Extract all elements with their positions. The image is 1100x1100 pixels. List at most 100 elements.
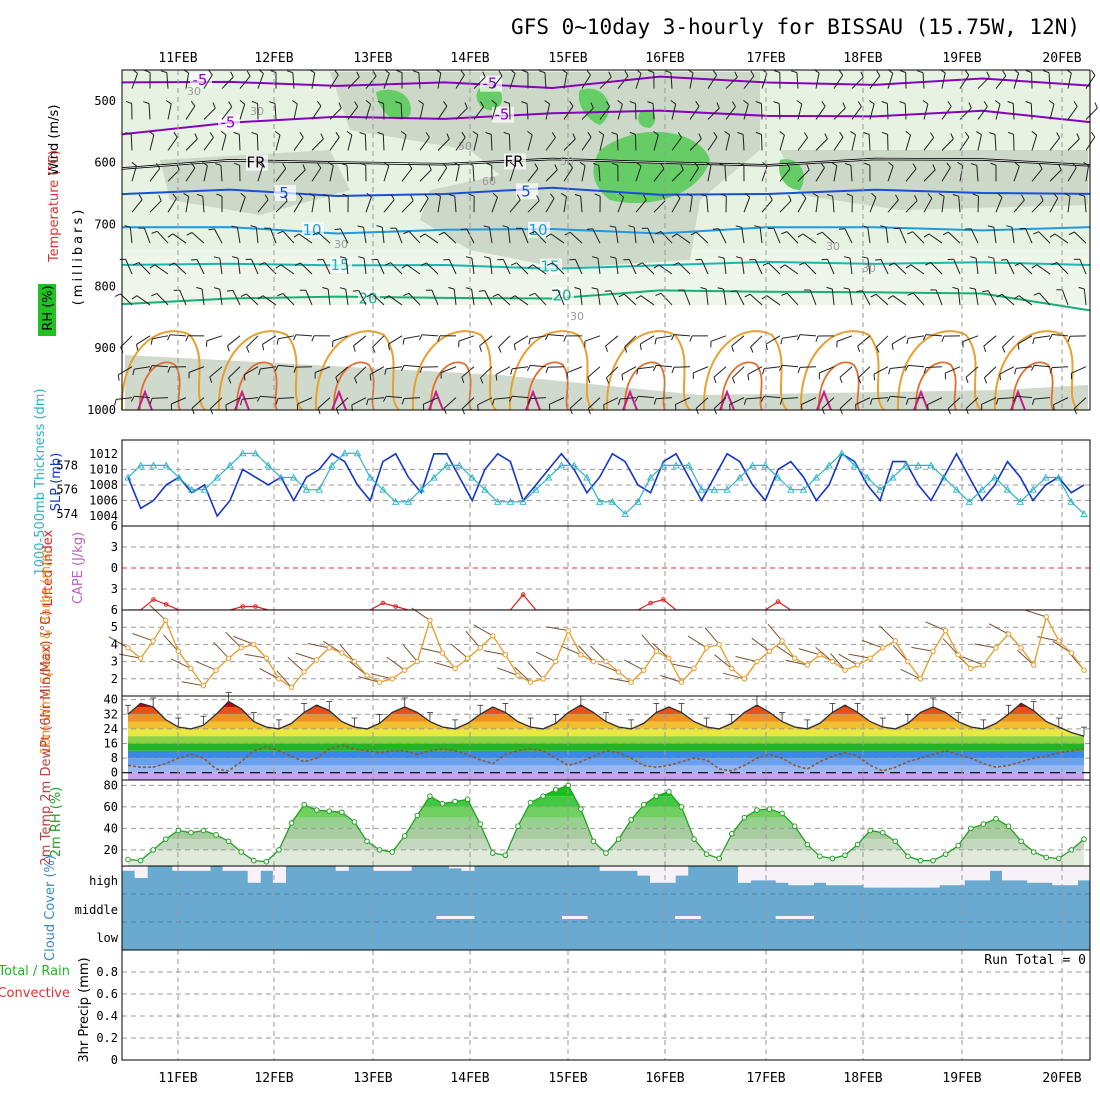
wind-speed-point <box>376 679 383 685</box>
rh-contour-label: 60 <box>482 175 496 188</box>
wind-barb <box>311 196 316 213</box>
wind-barb <box>993 227 997 244</box>
wind-barb-flag <box>479 345 482 352</box>
wind-speed-point <box>729 665 735 672</box>
thickness-marker <box>493 497 502 505</box>
wind-barb <box>925 334 943 337</box>
wind-barb-flag <box>869 100 875 105</box>
wind-barb-flag <box>876 70 881 77</box>
wind-barb-flag <box>275 398 279 405</box>
wind-barb <box>275 168 287 182</box>
date-label-top: 15FEB <box>548 51 587 66</box>
wind-barb-flag <box>899 101 906 104</box>
wind-speed-point <box>163 617 169 624</box>
wind-barb <box>419 198 429 213</box>
wind-barb <box>676 233 691 244</box>
pressure-tick-label: 800 <box>94 279 116 293</box>
wind-barb <box>421 334 439 337</box>
temp-tick-label: 16 <box>104 736 118 750</box>
wind-barb-flag <box>994 100 1001 105</box>
wind-barb-flag <box>788 194 792 201</box>
wind-barb-flag <box>816 231 823 236</box>
wind-barb-flag <box>125 100 132 104</box>
wind-barb <box>638 366 655 370</box>
wind-barb-flag <box>1007 101 1014 104</box>
rh-point <box>728 830 735 837</box>
wind-speed-point <box>968 665 974 672</box>
wind-barb <box>797 137 808 151</box>
isotherm-label-bg <box>358 290 380 307</box>
wind-barb-flag <box>1038 163 1043 170</box>
rh-point <box>288 820 295 826</box>
surface-wind-barb <box>597 663 619 673</box>
wind-speed-point <box>150 638 156 644</box>
mid-cloud-gap <box>675 916 689 919</box>
wind-barb <box>1071 366 1087 374</box>
wind-barb-flag <box>779 398 783 405</box>
wind-barb <box>552 262 565 275</box>
wind-barb <box>514 335 529 345</box>
wind-barb-flag <box>528 338 531 345</box>
wind-barb-flag <box>568 162 574 169</box>
lifted-index-point <box>163 602 169 607</box>
wind-barb-flag <box>731 345 735 352</box>
mid-cloud-gap <box>574 916 588 919</box>
date-label-bottom: 13FEB <box>353 1071 392 1086</box>
wind-barb <box>130 134 133 151</box>
wind-barb <box>508 134 511 151</box>
wind-barb-flag <box>527 130 533 136</box>
wind-barb-flag <box>797 367 801 374</box>
high-cloud-gap <box>863 866 877 888</box>
wind-barb <box>1038 292 1051 306</box>
wind-barb <box>512 395 529 399</box>
thickness-marker <box>302 485 311 493</box>
wind-barb <box>1034 335 1051 339</box>
wind-barb <box>851 106 862 120</box>
wind-barb <box>1061 289 1069 306</box>
thickness-marker <box>519 497 527 505</box>
wind-barb <box>833 165 838 182</box>
boundary-contour <box>818 361 860 411</box>
wind-barb-flag <box>243 374 246 381</box>
wind-barb-flag <box>483 225 490 228</box>
wind-barb <box>908 335 925 339</box>
wind-barb <box>201 288 205 305</box>
wind-barb <box>514 295 529 306</box>
wind-barb <box>743 75 755 89</box>
wind-barb-flag <box>316 162 322 169</box>
thickness-marker <box>557 461 566 469</box>
wind-barb <box>404 335 421 340</box>
wind-barb <box>471 289 475 305</box>
surface-wind-barb <box>722 672 745 680</box>
wind-barb-flag <box>1049 367 1053 374</box>
wind-speed-point <box>477 645 483 651</box>
thickness-marker <box>825 461 833 469</box>
wind-barb-flag <box>233 131 240 135</box>
wind-barb <box>408 231 421 244</box>
wind-barb <box>401 134 407 151</box>
rh-point <box>905 853 911 860</box>
rh-point <box>389 849 395 855</box>
surface-wind-barb <box>535 651 556 663</box>
wind-barb-flag <box>396 69 403 73</box>
wind-barb <box>455 137 466 151</box>
wind-barb-flag <box>605 345 608 352</box>
wind-barb-flag <box>401 264 408 269</box>
boundary-contour-hot <box>137 389 153 411</box>
wind-barb-flag <box>448 287 455 290</box>
wind-speed-point <box>1018 645 1024 651</box>
wind-barb <box>749 293 763 306</box>
thickness-marker <box>685 461 693 469</box>
isotherm-label: -5 <box>221 114 236 132</box>
wind-barb <box>892 295 907 306</box>
wind-barb <box>597 258 601 275</box>
wind-barb-flag <box>629 101 636 104</box>
wind-barb <box>869 75 881 89</box>
wind-barb-flag <box>131 161 137 167</box>
wind-barb <box>311 138 324 151</box>
rh-tick-label: 80 <box>104 778 118 792</box>
wind-barb-flag <box>923 367 927 374</box>
wind-barb <box>948 231 961 244</box>
high-cloud-gap <box>599 866 613 871</box>
wind-barb <box>557 289 565 306</box>
